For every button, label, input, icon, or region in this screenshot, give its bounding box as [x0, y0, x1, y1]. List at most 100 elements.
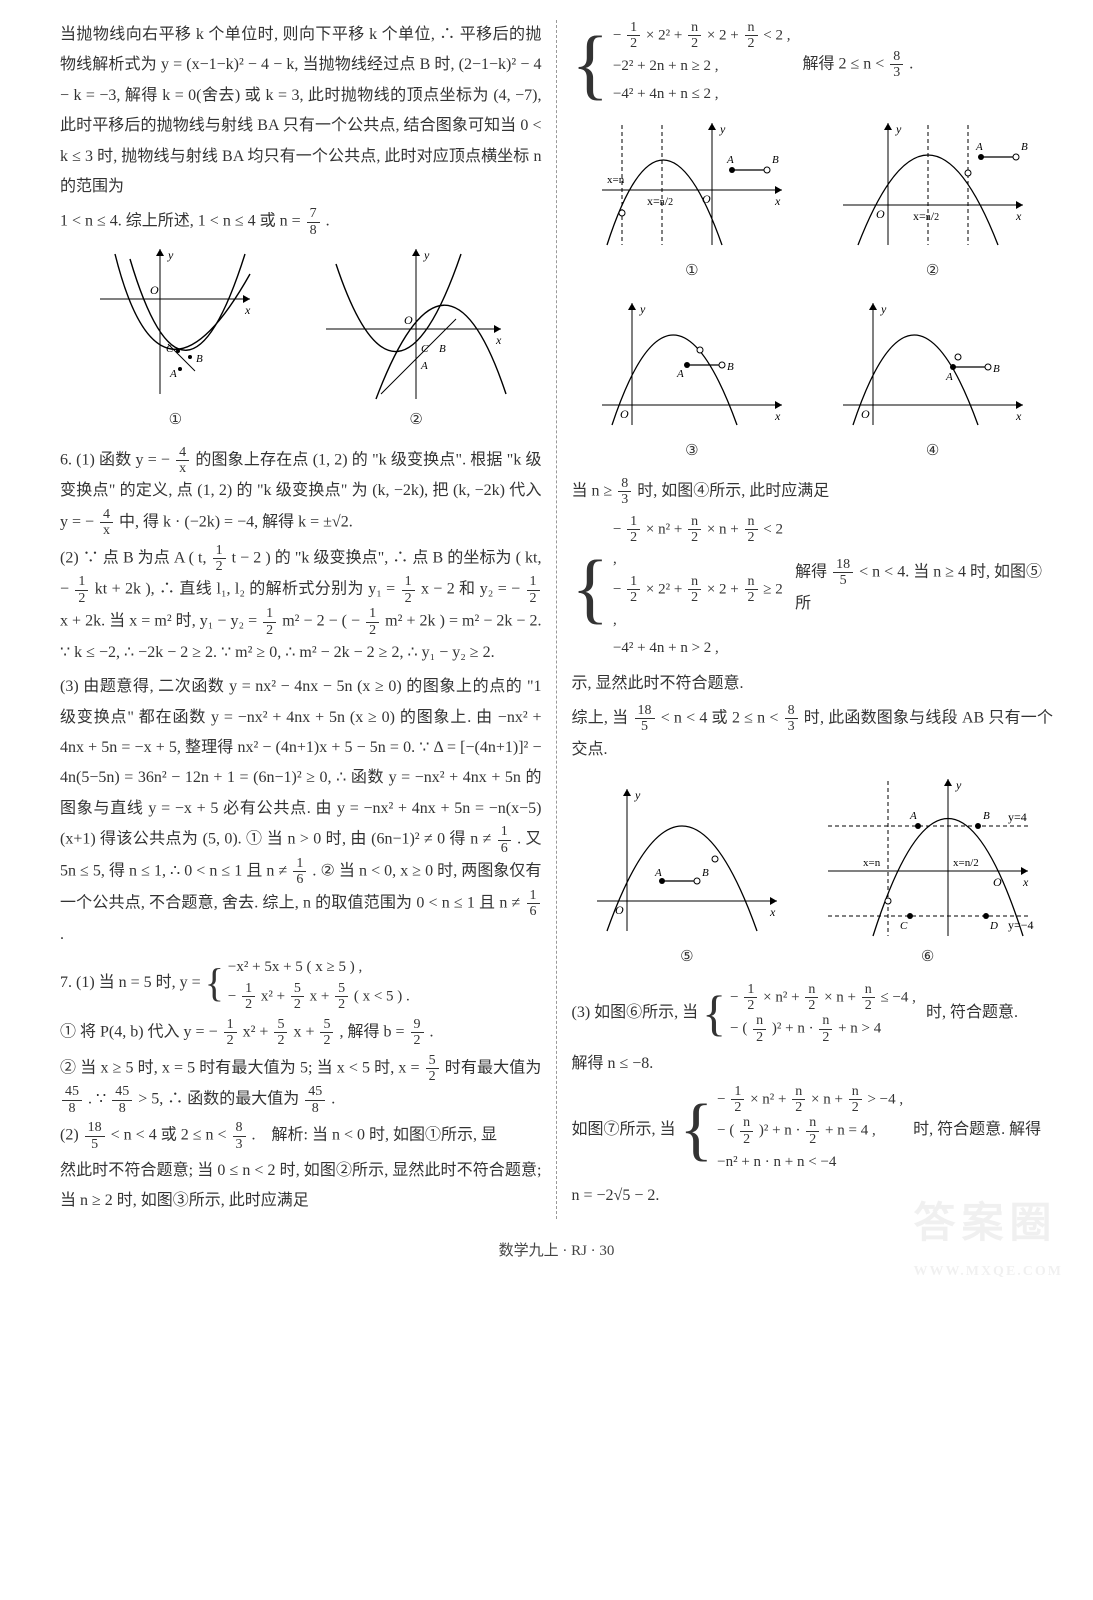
right-paragraph-4: 综上, 当 185 < n < 4 或 2 ≤ n < 83 时, 此函数图象与… [572, 703, 1054, 765]
page-footer: 数学九上 · RJ · 30 [60, 1237, 1053, 1266]
svg-text:B: B [1021, 141, 1028, 153]
system-1: { − 12 × 2² + n2 × 2 + n2 < 2 , −2² + 2n… [572, 20, 1054, 109]
svg-text:O: O [876, 207, 885, 221]
figure-row-right-2: O x y A B ③ O x y A B [572, 295, 1054, 466]
svg-text:O: O [702, 192, 711, 206]
svg-text:y: y [423, 248, 430, 262]
svg-text:x: x [1015, 409, 1022, 423]
figure-r2: x=n/2 O x y A B ② [833, 115, 1033, 286]
svg-text:x=n/2: x=n/2 [953, 857, 979, 869]
text: 当抛物线向右平移 k 个单位时, 则向下平移 k 个单位, ∴ 平移后的抛物线解… [60, 26, 542, 195]
text: (2) ∵ 点 B 为点 A ( t, [60, 549, 211, 566]
svg-text:A: A [909, 810, 917, 822]
problem-7-1-sub1: ① 将 P(4, b) 代入 y = − 12 x² + 52 x + 52 ,… [60, 1017, 542, 1049]
svg-text:B: B [702, 867, 709, 879]
svg-text:B: B [993, 363, 1000, 375]
svg-text:y: y [895, 122, 902, 136]
text: 1 < n ≤ 4. 综上所述, 1 < n ≤ 4 或 n = [60, 213, 305, 230]
figure-2: O x y C A B ② [321, 244, 511, 435]
svg-text:C: C [421, 343, 429, 355]
svg-text:B: B [727, 361, 734, 373]
svg-text:O: O [404, 313, 413, 327]
svg-text:O: O [615, 903, 624, 917]
problem-7-1: 7. (1) 当 n = 5 时, y = { −x² + 5x + 5 ( x… [60, 954, 542, 1013]
svg-text:x=n: x=n [607, 174, 625, 186]
figure-r3: O x y A B ③ [592, 295, 792, 466]
right-paragraph-3: 示, 显然此时不符合题意. [572, 669, 1054, 699]
svg-text:y=4: y=4 [1008, 810, 1027, 824]
text: 7. (1) 当 n = 5 时, y = [60, 968, 201, 998]
problem-6-3: (3) 由题意得, 二次函数 y = nx² − 4nx − 5n (x ≥ 0… [60, 672, 542, 950]
text: kt + 2k ), ∴ 直线 l₁, l₂ 的解析式分别为 y₁ = [95, 581, 400, 598]
figure-row-right-3: O x y A B ⑤ y=4 y=−4 x=n x=n/2 [572, 771, 1054, 972]
figure-r4: O x y A B ④ [833, 295, 1033, 466]
fraction: 4x [100, 507, 113, 539]
fraction: 78 [307, 206, 320, 238]
svg-text:A: A [726, 154, 734, 166]
system-2: { − 12 × n² + n2 × n + n2 < 2 , − 12 × 2… [572, 514, 1054, 663]
text: x + 2k. 当 x = m² 时, y₁ − y₂ = [60, 613, 261, 630]
problem-6-2: (2) ∵ 点 B 为点 A ( t, 12 t − 2 ) 的 "k 级变换点… [60, 543, 542, 669]
svg-text:x=n/2: x=n/2 [647, 194, 673, 208]
fraction: 4x [176, 445, 189, 477]
svg-text:x: x [1022, 875, 1029, 889]
svg-text:y: y [634, 788, 641, 802]
text: x − 2 和 y₂ = − [421, 581, 520, 598]
svg-text:x=n/2: x=n/2 [913, 209, 939, 223]
problem-7-2-answer: (2) 185 < n < 4 或 2 ≤ n < 83 . 解析: 当 n <… [60, 1120, 542, 1152]
svg-text:O: O [861, 407, 870, 421]
svg-text:B: B [983, 810, 990, 822]
text: 中, 得 k · (−2k) = −4, 解得 k = ±√2. [119, 513, 353, 530]
svg-text:A: A [420, 360, 428, 372]
text: . [60, 926, 64, 943]
problem-6-1: 6. (1) 函数 y = − 4x 的图象上存在点 (1, 2) 的 "k 级… [60, 445, 542, 539]
left-paragraph-1: 当抛物线向右平移 k 个单位时, 则向下平移 k 个单位, ∴ 平移后的抛物线解… [60, 20, 542, 202]
right-paragraph-8: n = −2√5 − 2. [572, 1181, 1054, 1211]
svg-text:x: x [1015, 209, 1022, 223]
right-paragraph-6: 解得 n ≤ −8. [572, 1049, 1054, 1079]
svg-text:x: x [774, 194, 781, 208]
svg-text:C: C [900, 920, 908, 932]
right-paragraph-1: 然此时不符合题意; 当 0 ≤ n < 2 时, 如图②所示, 显然此时不符合题… [60, 1156, 542, 1217]
figure-row-left-1: O x y C B A ① O x y C [60, 244, 542, 435]
figure-1: O x y C B A ① [90, 244, 260, 435]
svg-text:x: x [495, 333, 502, 347]
figure-label: ② [321, 406, 511, 435]
svg-text:A: A [975, 141, 983, 153]
left-paragraph-1b: 1 < n ≤ 4. 综上所述, 1 < n ≤ 4 或 n = 78 . [60, 206, 542, 238]
svg-text:y=−4: y=−4 [1008, 918, 1034, 932]
svg-text:y: y [639, 302, 646, 316]
svg-text:A: A [169, 368, 177, 380]
figure-r6: y=4 y=−4 x=n x=n/2 A B C D O x y ⑥ [818, 771, 1038, 972]
svg-text:A: A [945, 371, 953, 383]
svg-text:x: x [769, 905, 776, 919]
svg-text:y: y [955, 778, 962, 792]
svg-text:O: O [620, 407, 629, 421]
svg-text:A: A [654, 867, 662, 879]
right-paragraph-7: 如图⑦所示, 当 { − 12 × n² + n2 × n + n2 > −4 … [572, 1084, 1054, 1178]
text: (3) 由题意得, 二次函数 y = nx² − 4nx − 5n (x ≥ 0… [60, 678, 542, 848]
svg-text:B: B [196, 353, 203, 365]
svg-text:x: x [774, 409, 781, 423]
svg-text:A: A [676, 368, 684, 380]
svg-text:B: B [439, 343, 446, 355]
text: ① 将 P(4, b) 代入 y = − [60, 1023, 218, 1040]
svg-text:D: D [989, 920, 998, 932]
text: . [326, 213, 330, 230]
text: m² − 2 − ( − [282, 613, 360, 630]
svg-text:y: y [880, 302, 887, 316]
figure-r5: O x y A B ⑤ [587, 781, 787, 972]
text: 6. (1) 函数 y = − [60, 451, 170, 468]
svg-text:x: x [244, 303, 251, 317]
svg-text:y: y [167, 248, 174, 262]
svg-text:x=n: x=n [863, 857, 881, 869]
svg-text:O: O [993, 875, 1002, 889]
svg-text:B: B [772, 154, 779, 166]
right-paragraph-5: (3) 如图⑥所示, 当 { − 12 × n² + n2 × n + n2 ≤… [572, 982, 1054, 1046]
figure-row-right-1: x=n x=n/2 O x y A B ① x=n/2 O x [572, 115, 1054, 286]
right-paragraph-2: 当 n ≥ 83 时, 如图④所示, 此时应满足 [572, 476, 1054, 508]
svg-text:y: y [719, 122, 726, 136]
svg-text:O: O [150, 283, 159, 297]
figure-label: ① [90, 406, 260, 435]
problem-7-1-sub2: ② 当 x ≥ 5 时, x = 5 时有最大值为 5; 当 x < 5 时, … [60, 1053, 542, 1117]
